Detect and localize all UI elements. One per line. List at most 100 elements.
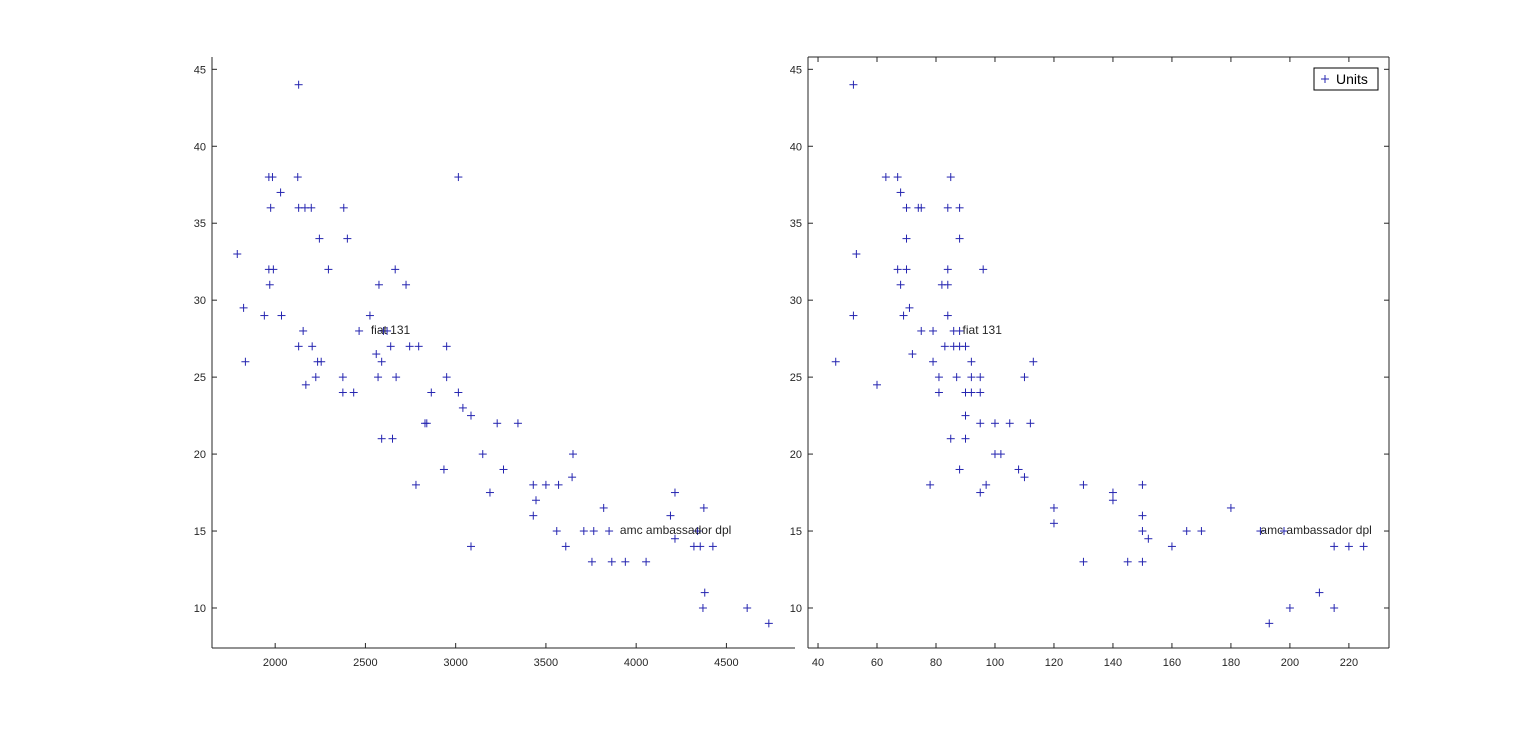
right-data-point xyxy=(943,311,952,320)
left-data-point xyxy=(743,603,752,612)
left-data-point xyxy=(589,527,598,536)
right-data-point xyxy=(955,203,964,212)
right-data-point xyxy=(902,265,911,274)
legend-label: Units xyxy=(1336,71,1368,87)
left-data-point xyxy=(269,265,278,274)
left-data-point xyxy=(666,511,675,520)
right-data-point xyxy=(990,419,999,428)
right-data-point xyxy=(849,311,858,320)
right-data-point xyxy=(1020,373,1029,382)
left-data-point xyxy=(568,450,577,459)
left-data-point xyxy=(499,465,508,474)
right-data-point xyxy=(1026,419,1035,428)
right-data-point xyxy=(893,173,902,182)
left-data-point xyxy=(485,488,494,497)
right-x-tick-label: 160 xyxy=(1163,657,1181,669)
left-data-point xyxy=(294,80,303,89)
left-data-point xyxy=(442,342,451,351)
left-data-point xyxy=(277,311,286,320)
left-data-point xyxy=(239,303,248,312)
left-data-point xyxy=(599,503,608,512)
right-data-point xyxy=(934,373,943,382)
right-y-tick-label: 20 xyxy=(790,449,802,461)
right-x-tick-label: 120 xyxy=(1045,657,1063,669)
left-data-point xyxy=(377,434,386,443)
left-scatter-axes: 10 15 20 25 30 35 40 45 2000 2500 3000 3500 4000 4500… xyxy=(194,57,795,669)
left-y-tick-label: 35 xyxy=(194,218,206,230)
left-data-point xyxy=(699,503,708,512)
left-data-point xyxy=(693,527,702,536)
left-data-point xyxy=(764,619,773,628)
right-data-point xyxy=(943,265,952,274)
right-data-point xyxy=(1359,542,1368,551)
right-data-point xyxy=(902,234,911,243)
right-data-point xyxy=(946,173,955,182)
left-data-point xyxy=(233,250,242,258)
left-data-point xyxy=(268,173,277,182)
right-x-tick-label: 200 xyxy=(1281,657,1299,669)
left-data-point xyxy=(402,280,411,289)
right-data-point xyxy=(961,342,970,351)
right-data-point xyxy=(1280,527,1289,536)
right-x-tick-label: 40 xyxy=(812,657,824,669)
right-data-point xyxy=(1167,542,1176,551)
left-x-tick-label: 2500 xyxy=(353,657,377,669)
right-data-point xyxy=(940,342,949,351)
left-y-tick-label: 20 xyxy=(194,449,206,461)
left-data-point xyxy=(383,326,392,335)
right-data-point xyxy=(831,357,840,366)
left-data-point xyxy=(411,480,420,489)
right-data-point xyxy=(943,280,952,289)
left-data-point xyxy=(493,419,502,428)
left-data-point xyxy=(708,542,717,551)
right-data-point xyxy=(967,373,976,382)
right-data-point xyxy=(1265,619,1274,628)
left-data-point xyxy=(422,419,431,428)
right-data-point xyxy=(1138,527,1147,536)
right-data-point xyxy=(1330,603,1339,612)
right-data-point xyxy=(961,434,970,443)
left-data-point xyxy=(386,342,395,351)
left-data-point xyxy=(561,542,570,551)
left-data-point xyxy=(478,450,487,459)
right-data-point xyxy=(1138,511,1147,520)
left-data-point xyxy=(454,173,463,182)
right-data-point xyxy=(905,303,914,312)
left-x-tick-label: 3000 xyxy=(443,657,467,669)
left-data-point xyxy=(696,542,705,551)
right-data-point xyxy=(946,434,955,443)
left-data-point xyxy=(307,203,316,212)
left-data-point xyxy=(324,265,333,274)
left-data-point xyxy=(391,265,400,274)
right-y-tick-label: 35 xyxy=(790,218,802,230)
left-data-point xyxy=(642,557,651,566)
left-data-point xyxy=(698,603,707,612)
right-data-point xyxy=(1138,480,1147,489)
right-y-tick-label: 25 xyxy=(790,372,802,384)
left-data-point xyxy=(529,511,538,520)
left-data-point xyxy=(442,373,451,382)
left-y-tick-label: 30 xyxy=(194,295,206,307)
left-y-tick-label: 15 xyxy=(194,526,206,538)
right-data-point xyxy=(929,326,938,335)
right-data-point xyxy=(852,250,861,258)
left-data-point xyxy=(349,388,358,397)
right-data-point xyxy=(979,265,988,274)
left-data-point xyxy=(260,311,269,320)
right-data-point xyxy=(873,380,882,389)
legend-box xyxy=(1313,67,1379,91)
right-annotation: fiat 131 xyxy=(963,323,1003,337)
right-data-point xyxy=(976,488,985,497)
right-data-point xyxy=(1226,503,1235,512)
left-data-point xyxy=(339,203,348,212)
right-data-point xyxy=(934,388,943,397)
right-data-point xyxy=(917,203,926,212)
right-x-tick-label: 220 xyxy=(1340,657,1358,669)
left-annotation: fiat 131 xyxy=(371,323,411,337)
left-data-point xyxy=(311,373,320,382)
left-data-point xyxy=(467,542,476,551)
left-data-point xyxy=(299,326,308,335)
left-data-point xyxy=(343,234,352,243)
legend-marker xyxy=(1321,75,1329,83)
